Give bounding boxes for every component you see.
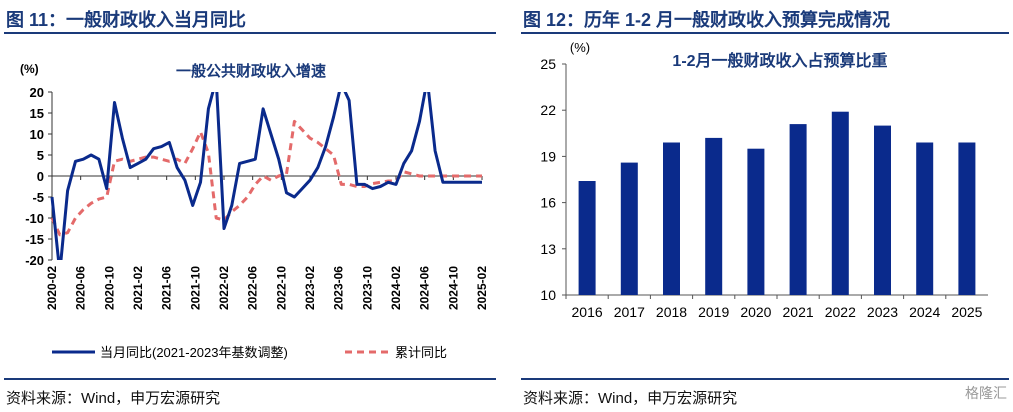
right-title-rule [521,32,1009,34]
x-tick-label: 2021-10 [188,266,202,310]
y-tick-label: -20 [25,253,44,268]
left-title-rule [4,32,496,34]
bar [916,143,933,296]
x-tick-label: 2022 [825,304,856,320]
x-tick-label: 2024-06 [418,266,432,310]
left-bottom-rule [4,378,496,380]
x-tick-label: 2025 [951,304,982,320]
x-tick-label: 2023-06 [332,266,346,310]
x-tick-label: 2021 [783,304,814,320]
bar [621,163,638,295]
watermark-logo: 格隆汇 [965,383,1007,403]
y-tick-label: 16 [540,195,556,211]
y-axis-unit-label: (%) [20,62,39,76]
x-tick-label: 2017 [614,304,645,320]
y-axis-unit-label: (%) [570,40,590,55]
y-tick-label: 10 [30,127,44,142]
x-tick-label: 2016 [572,304,603,320]
legend-label-monthly: 当月同比(2021-2023年基数调整) [100,345,288,360]
bar [747,149,764,295]
x-tick-label: 2020-10 [102,266,116,310]
x-tick-label: 2018 [656,304,687,320]
y-tick-label: 20 [30,85,44,100]
x-tick-label: 2023 [867,304,898,320]
y-tick-label: 25 [540,56,556,72]
x-tick-label: 2019 [698,304,729,320]
legend-label-cumulative: 累计同比 [395,345,447,360]
y-tick-label: -5 [32,190,44,205]
x-tick-label: 2021-02 [131,266,145,310]
x-tick-label: 2020-02 [45,266,59,310]
bar [958,143,975,296]
x-tick-label: 2022-02 [217,266,231,310]
chart-title: 1-2月一般财政收入占预算比重 [672,51,887,70]
bar [705,138,722,295]
right-bottom-rule [521,378,1009,380]
x-tick-label: 2020-06 [74,266,88,310]
right-source-note: 资料来源：Wind，申万宏源研究 [523,387,737,408]
x-tick-label: 2024-02 [389,266,403,310]
right-figure-title: 图 12：历年 1-2 月一般财政收入预算完成情况 [523,6,890,32]
y-tick-label: 22 [540,102,556,118]
y-tick-label: -10 [25,211,44,226]
chart-title: 一般公共财政收入增速 [176,62,326,80]
x-tick-label: 2021-06 [160,266,174,310]
x-tick-label: 2024-10 [446,266,460,310]
bar [790,124,807,295]
left-line-chart: 一般公共财政收入增速 (%) -20 -15 -10 -5 0 5 10 15 20 2020-02 2… [0,36,500,374]
y-tick-label: 19 [540,148,556,164]
bar [874,126,891,295]
y-tick-label: -15 [25,232,44,247]
y-tick-label: 13 [540,241,556,257]
x-tick-label: 2024 [909,304,940,320]
right-bar-chart: (%) 1-2月一般财政收入占预算比重 10 13 16 19 22 25 2016 2017 20… [510,36,1010,374]
x-tick-label: 2022-10 [274,266,288,310]
y-tick-label: 10 [540,287,556,303]
x-tick-label: 2020 [740,304,771,320]
bar [832,112,849,295]
left-source-note: 资料来源：Wind，申万宏源研究 [6,387,220,408]
x-tick-label: 2022-06 [246,266,260,310]
y-tick-label: 5 [37,148,44,163]
left-figure-title: 图 11：一般财政收入当月同比 [6,6,246,32]
x-tick-label: 2023-10 [360,266,374,310]
x-tick-label: 2025-02 [475,266,489,310]
series-line-cumulative [52,121,482,234]
y-tick-label: 15 [30,106,44,121]
bar [663,143,680,296]
y-tick-label: 0 [37,169,44,184]
x-tick-label: 2023-02 [303,266,317,310]
bar [579,181,596,295]
